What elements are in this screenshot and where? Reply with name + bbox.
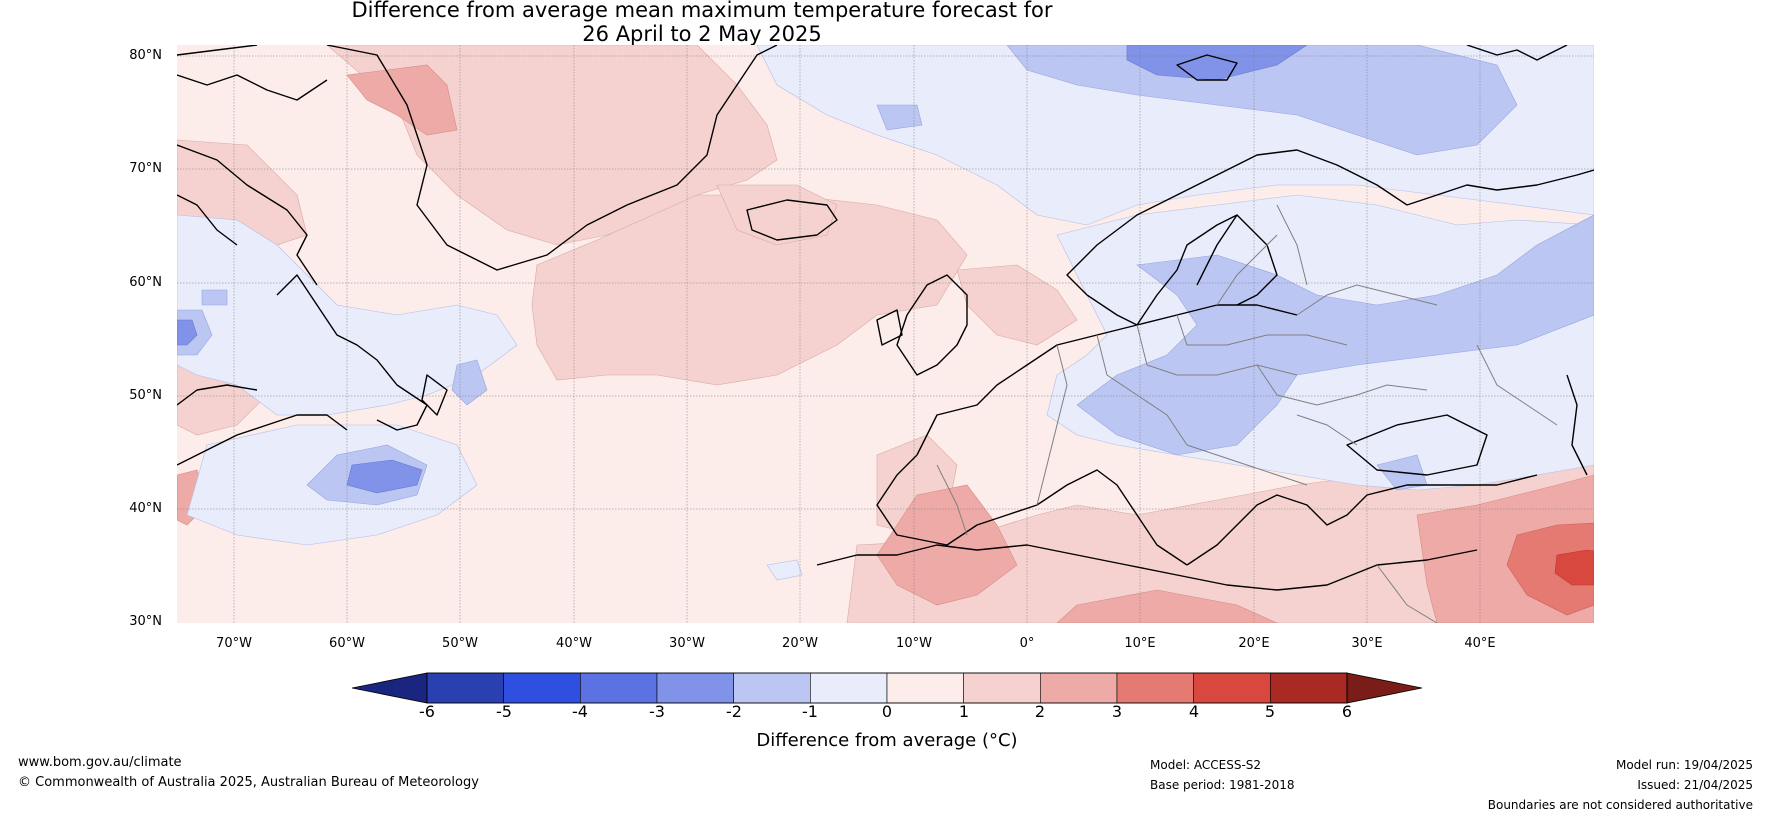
colorbar-svg: [351, 672, 1423, 704]
colorbar-tick: 3: [1111, 702, 1123, 721]
anomaly-zone-plus4-5: [1554, 549, 1594, 586]
lon-label-0: 0°: [1019, 636, 1035, 651]
colorbar: [351, 672, 1423, 704]
colorbar-bin: [656, 672, 734, 704]
country-borders: [936, 204, 1558, 623]
colorbar-tick: -4: [572, 702, 588, 721]
colorbar-outline: [426, 672, 1348, 704]
colorbar-bin: [1040, 672, 1118, 704]
lon-label-10e: 10°E: [1124, 636, 1156, 651]
title-line-1: Difference from average mean maximum tem…: [351, 0, 1053, 22]
colorbar-over-triangle: [1346, 672, 1423, 704]
lat-label-40n: 40°N: [129, 501, 162, 516]
forecast-map: [177, 45, 1594, 623]
colorbar-label: Difference from average (°C): [756, 730, 1018, 751]
model-name: Model: ACCESS-S2: [1150, 758, 1262, 772]
colorbar-bin: [810, 672, 888, 704]
lat-label-70n: 70°N: [129, 161, 162, 176]
colorbar-tick: 2: [1034, 702, 1046, 721]
colorbar-tick: 1: [958, 702, 970, 721]
lat-label-30n: 30°N: [129, 614, 162, 629]
lat-label-80n: 80°N: [129, 48, 162, 63]
lon-label-30e: 30°E: [1351, 636, 1383, 651]
colorbar-bin: [580, 672, 658, 704]
website-link[interactable]: www.bom.gov.au/climate: [18, 755, 182, 770]
lon-label-30w: 30°W: [669, 636, 705, 651]
colorbar-bin: [503, 672, 581, 704]
coastlines: [177, 45, 1594, 591]
anomaly-zone-minus2-1: [177, 45, 1594, 506]
colorbar-bin: [733, 672, 811, 704]
colorbar-tick: -5: [496, 702, 512, 721]
base-period: Base period: 1981-2018: [1150, 778, 1295, 792]
colorbar-tick: -3: [649, 702, 665, 721]
colorbar-bin: [1270, 672, 1348, 704]
boundary-disclaimer: Boundaries are not considered authoritat…: [1487, 798, 1753, 812]
map-svg: [177, 45, 1594, 623]
model-run-date: Model run: 19/04/2025: [1615, 758, 1753, 772]
copyright-text: © Commonwealth of Australia 2025, Austra…: [18, 775, 479, 790]
colorbar-tick: 4: [1188, 702, 1200, 721]
lon-label-20e: 20°E: [1238, 636, 1270, 651]
colorbar-bin: [426, 672, 504, 704]
anomaly-zone-plus3-4: [1506, 522, 1594, 616]
anomaly-zone-minus3-2: [177, 45, 1308, 494]
chart-title: Difference from average mean maximum tem…: [0, 0, 1404, 46]
colorbar-tick: 0: [881, 702, 893, 721]
lon-label-70w: 70°W: [216, 636, 252, 651]
lon-label-20w: 20°W: [782, 636, 818, 651]
colorbar-tick: -1: [802, 702, 818, 721]
colorbar-under-triangle: [351, 672, 428, 704]
lat-label-60n: 60°N: [129, 275, 162, 290]
colorbar-tick: -6: [419, 702, 435, 721]
colorbar-bin: [1116, 672, 1194, 704]
lon-label-50w: 50°W: [442, 636, 478, 651]
colorbar-tick: 6: [1341, 702, 1353, 721]
colorbar-bin: [1193, 672, 1271, 704]
graticule: [177, 45, 1594, 623]
lon-label-40w: 40°W: [556, 636, 592, 651]
lon-label-40e: 40°E: [1464, 636, 1496, 651]
colorbar-bins: [426, 672, 1348, 704]
lon-label-60w: 60°W: [329, 636, 365, 651]
colorbar-bin: [886, 672, 964, 704]
colorbar-tick: 5: [1264, 702, 1276, 721]
colorbar-tick: -2: [726, 702, 742, 721]
lat-label-50n: 50°N: [129, 388, 162, 403]
colorbar-bin: [963, 672, 1041, 704]
title-line-2: 26 April to 2 May 2025: [582, 22, 822, 46]
lon-label-10w: 10°W: [896, 636, 932, 651]
issued-date: Issued: 21/04/2025: [1637, 778, 1753, 792]
